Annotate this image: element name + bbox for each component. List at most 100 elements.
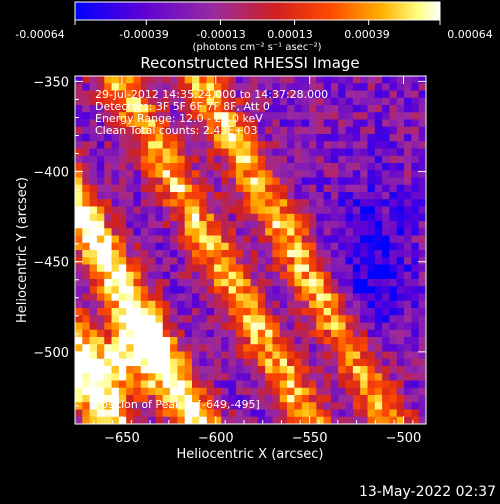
heatmap-cell — [316, 337, 325, 345]
heatmap-cell — [265, 387, 274, 396]
heatmap-cell — [265, 163, 274, 171]
heatmap-cell — [265, 221, 274, 229]
heatmap-cell — [96, 315, 105, 324]
heatmap-cell — [309, 170, 317, 179]
heatmap-cell — [133, 177, 142, 186]
heatmap-cell — [206, 308, 215, 316]
heatmap-cell — [155, 228, 164, 237]
heatmap-cell — [301, 97, 310, 106]
heatmap-cell — [104, 257, 113, 266]
heatmap-cell — [301, 257, 310, 266]
heatmap-cell — [404, 76, 412, 84]
heatmap-cell — [418, 358, 426, 367]
heatmap-cell — [396, 148, 405, 157]
heatmap-cell — [404, 293, 412, 302]
heatmap-cell — [235, 395, 244, 403]
heatmap-cell — [301, 213, 310, 222]
heatmap-cell — [272, 184, 281, 193]
heatmap-cell — [309, 199, 317, 208]
heatmap-cell — [177, 250, 186, 258]
heatmap-cell — [360, 76, 369, 84]
heatmap-cell — [294, 155, 303, 164]
heatmap-cell — [309, 192, 317, 200]
heatmap-cell — [396, 235, 405, 244]
heatmap-cell — [309, 351, 317, 360]
heatmap-cell — [162, 286, 171, 295]
heatmap-cell — [148, 402, 157, 411]
heatmap-cell — [82, 192, 91, 200]
heatmap-cell — [316, 221, 325, 229]
heatmap-cell — [140, 337, 149, 345]
heatmap-cell — [96, 279, 105, 287]
heatmap-cell — [279, 387, 288, 396]
heatmap-cell — [279, 97, 288, 106]
heatmap-cell — [404, 134, 412, 142]
heatmap-cell — [118, 373, 127, 382]
heatmap-cell — [294, 402, 303, 411]
heatmap-cell — [177, 315, 186, 324]
heatmap-cell — [206, 279, 215, 287]
heatmap-cell — [367, 170, 376, 179]
heatmap-cell — [192, 402, 200, 411]
heatmap-cell — [221, 337, 230, 345]
heatmap-cell — [257, 409, 266, 418]
heatmap-cell — [89, 221, 98, 229]
heatmap-cell — [133, 329, 142, 338]
heatmap-cell — [162, 308, 171, 316]
heatmap-cell — [148, 235, 157, 244]
heatmap-cell — [148, 83, 157, 92]
heatmap-cell — [272, 344, 281, 353]
heatmap-cell — [389, 337, 398, 345]
heatmap-cell — [235, 76, 244, 84]
heatmap-cell — [75, 300, 83, 309]
heatmap-cell — [170, 170, 178, 179]
heatmap-cell — [206, 228, 215, 237]
heatmap-cell — [221, 126, 230, 135]
heatmap-cell — [272, 148, 281, 157]
heatmap-cell — [89, 387, 98, 396]
heatmap-cell — [133, 344, 142, 353]
heatmap-cell — [82, 228, 91, 237]
heatmap-cell — [148, 163, 157, 171]
heatmap-cell — [126, 416, 135, 424]
heatmap-cell — [279, 155, 288, 164]
heatmap-cell — [287, 351, 295, 360]
heatmap-cell — [148, 387, 157, 396]
heatmap-cell — [184, 380, 193, 389]
heatmap-cell — [111, 395, 120, 403]
heatmap-cell — [374, 134, 383, 142]
heatmap-cell — [301, 337, 310, 345]
heatmap-cell — [309, 250, 317, 258]
heatmap-cell — [294, 213, 303, 222]
heatmap-cell — [118, 206, 127, 215]
heatmap-cell — [228, 221, 237, 229]
heatmap-cell — [155, 141, 164, 150]
heatmap-cell — [243, 373, 252, 382]
heatmap-cell — [323, 90, 332, 99]
heatmap-cell — [192, 90, 200, 99]
heatmap-cell — [389, 322, 398, 331]
heatmap-cell — [155, 250, 164, 258]
heatmap-cell — [389, 264, 398, 273]
heatmap-cell — [243, 90, 252, 99]
heatmap-cell — [352, 329, 361, 338]
heatmap-cell — [140, 300, 149, 309]
heatmap-cell — [345, 329, 354, 338]
heatmap-cell — [360, 250, 369, 258]
colorbar-units: (photons cm⁻² s⁻¹ asec⁻²) — [192, 42, 321, 53]
heatmap-cell — [111, 286, 120, 295]
heatmap-cell — [206, 329, 215, 338]
heatmap-cell — [133, 134, 142, 142]
heatmap-cell — [352, 126, 361, 135]
heatmap-cell — [309, 242, 317, 251]
heatmap-cell — [206, 264, 215, 273]
heatmap-cell — [316, 119, 325, 128]
heatmap-cell — [309, 315, 317, 324]
heatmap-cell — [272, 366, 281, 374]
heatmap-cell — [155, 242, 164, 251]
heatmap-cell — [411, 344, 420, 353]
heatmap-cell — [338, 76, 347, 84]
heatmap-cell — [345, 221, 354, 229]
heatmap-cell — [118, 250, 127, 258]
